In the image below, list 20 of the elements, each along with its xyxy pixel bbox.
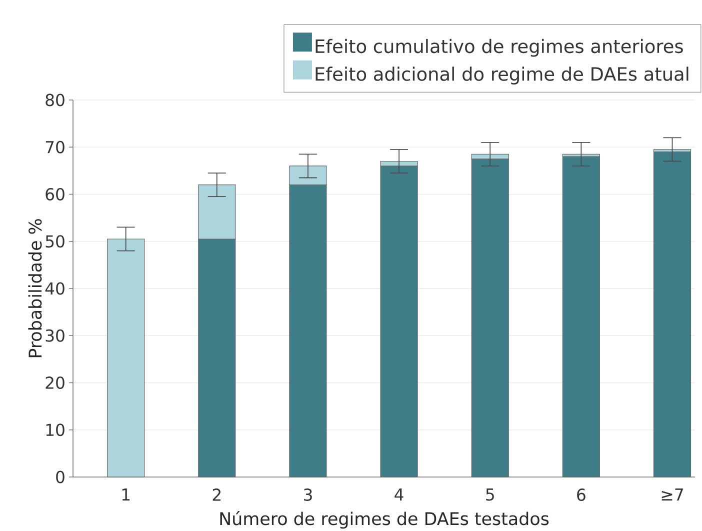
y-tick-label: 10 bbox=[46, 424, 64, 436]
y-tick-label: 70 bbox=[46, 140, 64, 154]
y-tick-label: 40 bbox=[45, 282, 64, 295]
x-tick-label: ≥7 bbox=[662, 488, 683, 500]
y-axis-title: Probabilidade % bbox=[28, 219, 42, 358]
y-tick-label: 30 bbox=[46, 329, 64, 342]
y-tick-label: 20 bbox=[46, 376, 64, 389]
legend-label: Efeito adicional do regime de DAEs atual bbox=[316, 66, 688, 84]
y-tick-label: 60 bbox=[46, 188, 64, 200]
x-axis-title: Número de regimes de DAEs testados bbox=[220, 511, 549, 529]
x-tick-label: 4 bbox=[394, 488, 404, 500]
x-tick-label: 1 bbox=[122, 488, 130, 500]
y-tick-label: 80 bbox=[46, 94, 64, 106]
legend-label: Efeito cumulativo de regimes anteriores bbox=[316, 38, 683, 57]
y-tick-label: 0 bbox=[56, 470, 64, 484]
x-tick-label: 3 bbox=[304, 488, 312, 501]
x-tick-label: 2 bbox=[212, 488, 220, 501]
x-tick-label: 6 bbox=[577, 488, 586, 501]
y-tick-label: 50 bbox=[46, 235, 64, 248]
x-tick-label: 5 bbox=[486, 488, 494, 501]
